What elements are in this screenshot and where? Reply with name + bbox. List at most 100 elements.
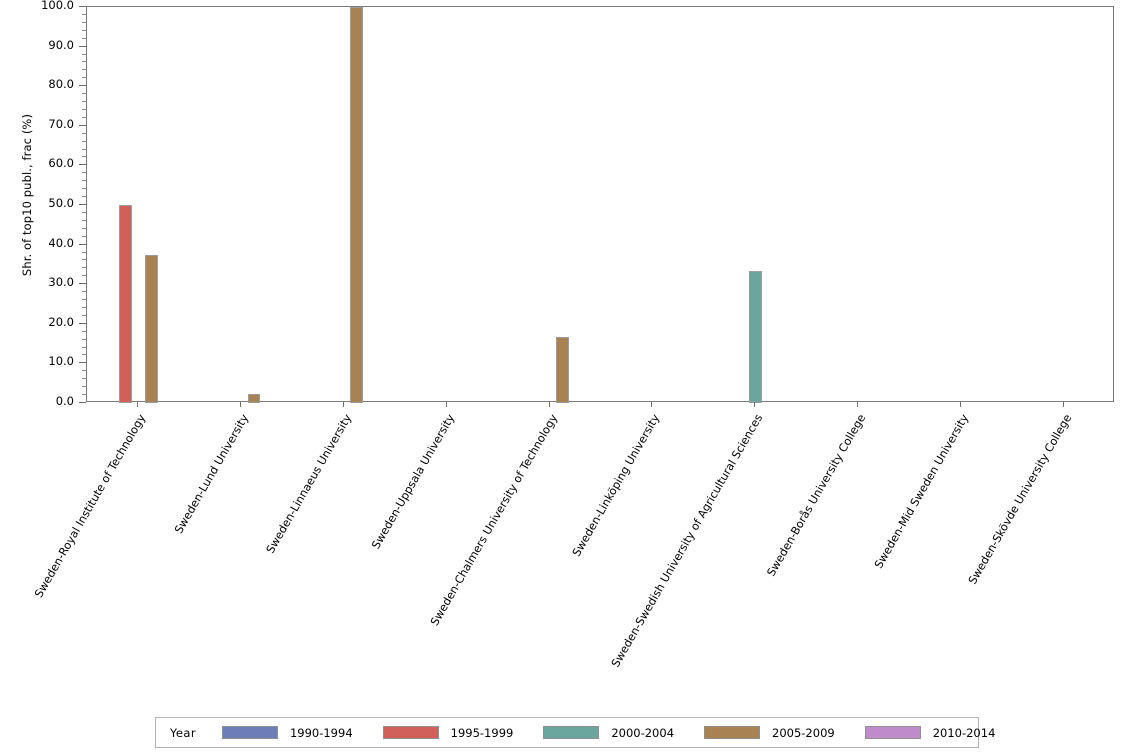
legend-item[interactable]: 1995-1999 [382,725,514,740]
bar [247,394,261,403]
y-tick-mark [79,45,86,47]
y-minor-tick-mark [82,267,86,269]
x-tick-label: Sweden-Linnaeus University [263,412,355,556]
x-tick-label: Sweden-Mid Sweden University [871,412,972,571]
y-tick-label: 0.0 [55,394,74,408]
x-tick-label: Sweden-Borås University College [764,412,869,579]
legend-items: 1990-1994 1995-1999 2000-2004 2005-2009 2010… [221,725,1025,740]
y-minor-tick-mark [82,196,86,198]
legend-color-swatch [704,726,761,739]
y-tick-label: 80.0 [48,77,74,92]
y-tick-label: 50.0 [48,196,74,210]
y-minor-tick-mark [82,386,86,388]
y-minor-tick-mark [82,77,86,79]
x-tick-mark [548,402,550,407]
y-minor-tick-mark [82,37,86,39]
x-tick-mark [445,402,447,407]
y-minor-tick-mark [82,235,86,237]
y-tick-label: 60.0 [48,156,74,171]
legend-item[interactable]: 2010-2014 [864,725,996,740]
y-tick-mark [79,402,86,403]
y-minor-tick-mark [82,108,86,110]
y-minor-tick-mark [82,93,86,95]
y-minor-tick-mark [82,299,86,301]
y-minor-tick-mark [82,314,86,316]
y-minor-tick-mark [82,306,86,308]
y-tick-mark [79,164,86,166]
y-tick-label: 100.0 [41,0,74,12]
legend-item[interactable]: 1990-1994 [221,725,353,740]
y-minor-tick-mark [82,219,86,221]
legend-item-label: 1990-1994 [289,725,353,740]
y-minor-tick-mark [82,291,86,293]
y-minor-tick-mark [82,69,86,71]
y-minor-tick-mark [82,275,86,277]
x-tick-mark [651,402,653,407]
x-tick-mark [754,402,756,407]
y-minor-tick-mark [82,394,86,396]
y-tick-label: 70.0 [48,116,74,131]
y-minor-tick-mark [82,354,86,356]
y-minor-tick-mark [82,13,86,15]
x-tick-label: Sweden-Skövde University College [965,412,1074,587]
x-tick-mark [240,402,242,407]
y-minor-tick-mark [82,101,86,103]
y-minor-tick-mark [82,21,86,23]
legend-item-label: 2000-2004 [611,725,675,740]
x-tick-label: Sweden-Lund University [172,412,252,536]
bar [144,254,158,403]
y-minor-tick-mark [82,338,86,340]
x-tick-mark [857,402,858,407]
y-tick-mark [79,85,86,87]
x-tick-label: Sweden-Chalmers University of Technology [427,412,560,628]
y-tick-mark [79,204,86,205]
y-minor-tick-mark [82,378,86,380]
y-tick-label: 90.0 [48,37,74,52]
y-tick-mark [79,283,86,285]
x-tick-mark [959,402,961,407]
y-minor-tick-mark [82,29,86,31]
x-tick-label: Sweden-Linköping University [570,412,663,559]
y-minor-tick-mark [82,116,86,118]
legend-color-swatch [864,726,921,739]
y-minor-tick-mark [82,346,86,348]
bar [350,7,364,403]
x-tick-mark [137,402,139,407]
legend-color-swatch [543,726,600,739]
y-minor-tick-mark [82,140,86,142]
y-minor-tick-mark [82,156,86,158]
y-tick-mark [79,243,86,245]
y-minor-tick-mark [82,211,86,213]
y-minor-tick-mark [82,53,86,55]
y-minor-tick-mark [82,370,86,372]
legend-item[interactable]: 2000-2004 [543,726,674,740]
bar [119,205,132,403]
y-tick-label: 10.0 [48,354,74,369]
y-minor-tick-mark [82,61,86,63]
legend-item[interactable]: 2005-2009 [704,726,835,740]
legend-item-label: 2005-2009 [772,725,835,740]
legend-color-swatch [382,726,439,739]
x-tick-mark [343,402,344,407]
x-tick-mark [1062,402,1064,407]
bar [748,271,762,403]
y-minor-tick-mark [82,188,86,190]
x-tick-label: Sweden-Royal Institute of Technology [32,412,149,600]
y-tick-label: 20.0 [48,314,74,329]
y-minor-tick-mark [82,251,86,253]
y-minor-tick-mark [82,172,86,174]
y-minor-tick-mark [82,259,86,261]
y-tick-mark [79,362,86,364]
y-minor-tick-mark [82,330,86,332]
y-tick-mark [79,124,86,126]
y-tick-label: 30.0 [48,275,74,290]
x-tick-label: Sweden-Uppsala University [369,412,458,552]
y-minor-tick-mark [82,227,86,229]
y-minor-tick-mark [82,132,86,134]
plot-area [86,6,1114,403]
legend-item-label: 1995-1999 [450,725,514,740]
legend-item-label: 2010-2014 [932,725,996,740]
y-minor-tick-mark [82,180,86,182]
legend-title: Year [170,725,196,740]
